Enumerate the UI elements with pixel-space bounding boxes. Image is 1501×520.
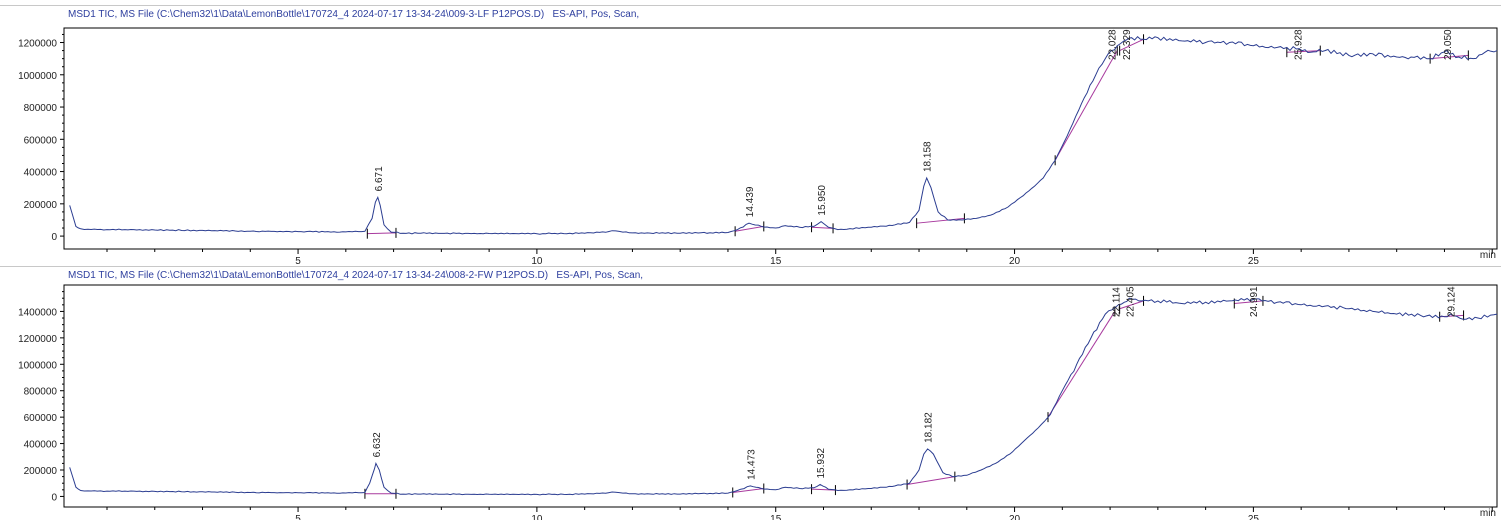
peak-retention-label: 14.473 (747, 449, 758, 480)
peak-retention-label: 6.671 (374, 166, 385, 191)
peak-baseline (1119, 38, 1144, 52)
tic-trace-line (69, 36, 1498, 235)
y-tick-label: 400000 (24, 168, 58, 179)
peak-retention-label: 15.950 (817, 185, 828, 216)
y-tick-label: 0 (51, 492, 57, 503)
x-tick-label: 15 (770, 514, 782, 520)
peak-retention-label: 24.991 (1249, 286, 1260, 317)
chromatogram-plot-2: 0 200000 400000 600000 800000 1000000 1200000 1… (18, 284, 1498, 520)
peak-baseline (1234, 300, 1263, 304)
peak-retention-label: 15.932 (816, 447, 827, 478)
peak-retention-label: 6.632 (372, 432, 383, 457)
x-tick-label: 25 (1248, 514, 1260, 520)
chromatogram-title-1: MSD1 TIC, MS File (C:\Chem32\1\Data\Lemo… (68, 9, 640, 20)
peak-retention-label: 22.114 (1112, 287, 1123, 317)
y-tick-label: 600000 (24, 135, 58, 146)
peak-retention-label: 29.124 (1446, 286, 1457, 317)
peak-baseline (811, 226, 834, 229)
x-tick-label: 25 (1248, 256, 1260, 267)
y-tick-label: 1000000 (18, 71, 57, 82)
y-tick-label: 1400000 (18, 307, 57, 318)
peak-retention-label: 29.050 (1443, 29, 1454, 60)
x-tick-label: 5 (295, 514, 301, 520)
peak-retention-label: 18.158 (923, 141, 934, 172)
y-tick-label: 200000 (24, 466, 58, 477)
peak-retention-label: 25.928 (1294, 29, 1305, 60)
x-tick-label: 15 (770, 256, 782, 267)
peak-baseline (916, 217, 965, 224)
x-axis-label: min (1480, 250, 1496, 261)
peak-baseline (1286, 50, 1321, 53)
peak-baseline (1119, 300, 1144, 310)
y-tick-label: 1200000 (18, 39, 57, 50)
chromatogram-plot-1: 0 200000 400000 600000 800000 1000000 1200000 5… (18, 27, 1498, 267)
y-tick-label: 1000000 (18, 360, 57, 371)
chromatogram-panel-2: MSD1 TIC, MS File (C:\Chem32\1\Data\Lemo… (0, 266, 1501, 520)
peak-retention-label: 18.182 (924, 412, 935, 443)
peak-retention-label: 22.028 (1107, 29, 1118, 60)
peak-baseline (1047, 311, 1116, 418)
peak-retention-label: 22.329 (1122, 29, 1133, 60)
peak-retention-label: 14.439 (745, 186, 756, 217)
y-tick-label: 1200000 (18, 334, 57, 345)
peak-baseline (1054, 50, 1118, 161)
chromatogram-panel-1: MSD1 TIC, MS File (C:\Chem32\1\Data\Lemo… (0, 5, 1501, 267)
x-tick-label: 10 (531, 514, 543, 520)
tic-trace-line (69, 297, 1498, 496)
chromatogram-title-2: MSD1 TIC, MS File (C:\Chem32\1\Data\Lemo… (68, 270, 644, 281)
peak-retention-label: 22.405 (1125, 286, 1136, 317)
y-tick-label: 800000 (24, 387, 58, 398)
y-tick-label: 0 (51, 232, 57, 243)
x-axis-label: min (1480, 508, 1496, 519)
peak-baseline (732, 488, 764, 493)
plot-frame (63, 27, 1498, 250)
x-tick-label: 10 (531, 256, 543, 267)
peak-baseline (906, 476, 955, 486)
plot-frame (63, 284, 1498, 508)
y-tick-label: 800000 (24, 103, 58, 114)
peak-baseline (735, 225, 764, 232)
peak-baseline (1430, 54, 1469, 60)
peak-baseline (367, 232, 396, 235)
x-tick-label: 5 (295, 256, 301, 267)
y-tick-label: 600000 (24, 413, 58, 424)
x-tick-label: 20 (1009, 514, 1021, 520)
y-tick-label: 400000 (24, 440, 58, 451)
y-tick-label: 200000 (24, 200, 58, 211)
x-tick-label: 20 (1009, 256, 1021, 267)
